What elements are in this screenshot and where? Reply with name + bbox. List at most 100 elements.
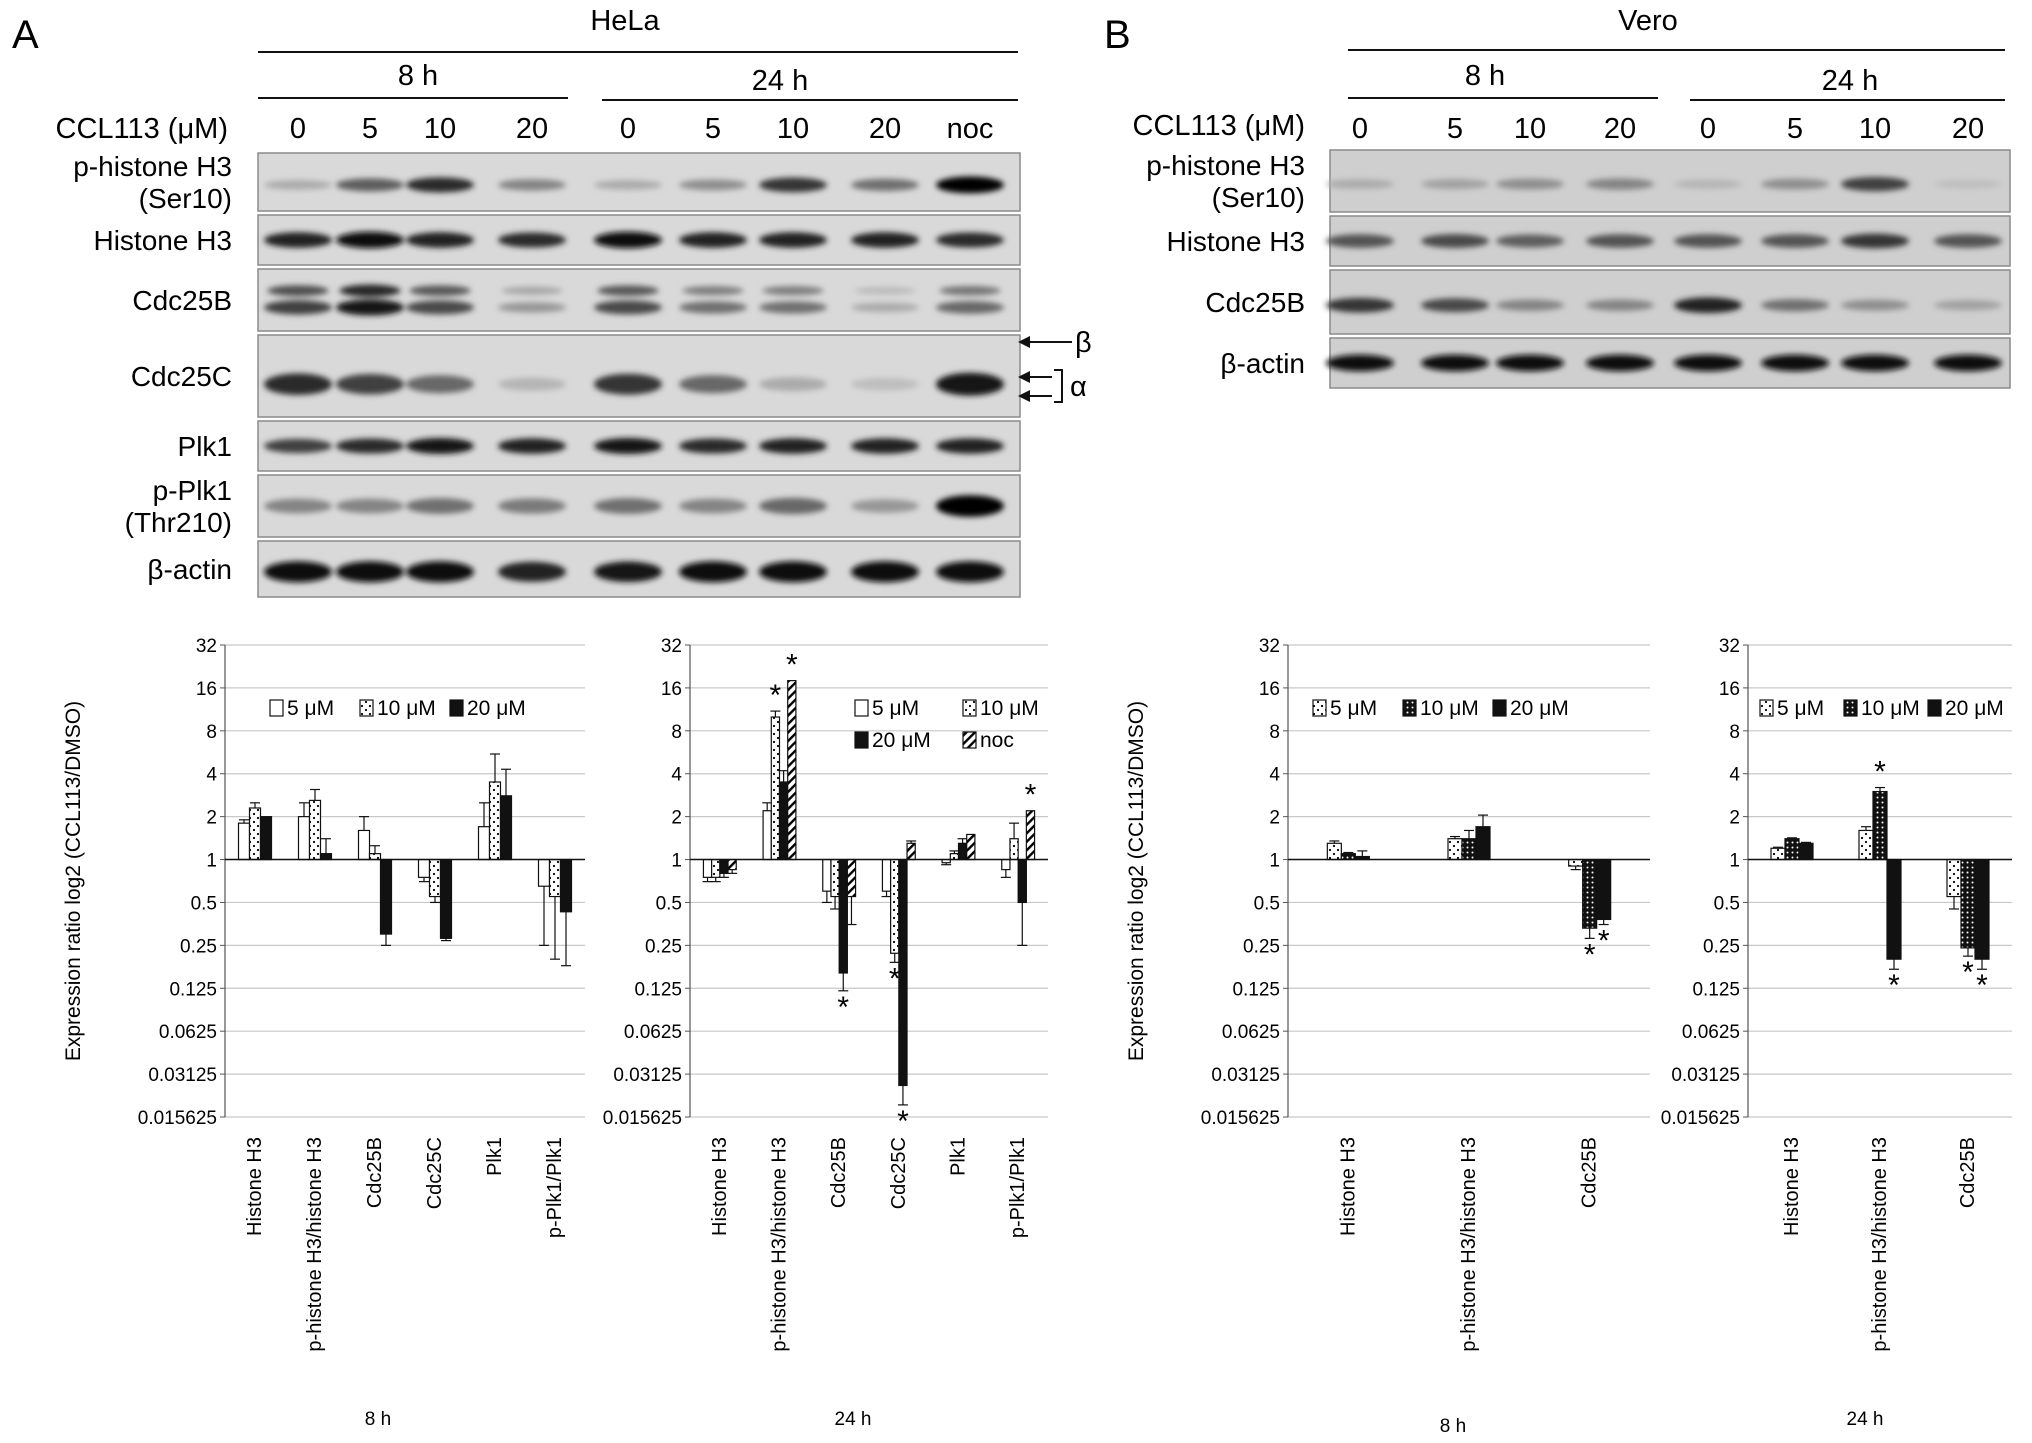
blot-bands	[264, 495, 1004, 517]
blot-a-actin: β-actin	[147, 540, 1021, 598]
blot-label: β-actin	[147, 554, 232, 585]
legend-swatch-noc	[962, 731, 977, 749]
blot-band	[759, 377, 827, 392]
y-tick-label: 0.125	[1692, 979, 1740, 1000]
blot-frame	[257, 268, 1021, 332]
category-label-p-histone-h3-histone-h3: p-histone H3/histone H3	[1458, 1137, 1480, 1352]
blot-band	[1761, 354, 1829, 372]
bar-10-m-cdc25c	[890, 858, 900, 954]
blot-a-plk1: Plk1	[178, 420, 1021, 472]
bar-5-m-histone-h3	[1770, 847, 1786, 861]
dose-label-a-8: noc	[947, 113, 994, 145]
y-tick-label: 0.03125	[148, 1065, 217, 1086]
charts: 32 16 8 4 2 1 0.5 0.25 0.125 0.0625 0.03125 0.01562…	[62, 636, 2012, 1437]
time-label-24h-b: 24 h	[1822, 65, 1878, 97]
y-tick-label: 0.0625	[1222, 1022, 1280, 1043]
dose-label-a-7: 20	[869, 113, 901, 145]
blot-band	[1841, 354, 1909, 372]
blot-band	[936, 372, 1004, 396]
x-axis-title: 8 h	[1440, 1416, 1466, 1437]
blot-band	[264, 300, 332, 315]
category-label-cdc25b: Cdc25B	[828, 1137, 850, 1208]
legend-swatch-5-m	[854, 699, 869, 717]
y-tick-label: 4	[1269, 765, 1280, 786]
bar-20-m-p-histone-h3-histone-h3	[1475, 826, 1491, 861]
blot-label: (Ser10)	[1212, 182, 1305, 213]
legend-swatch-20-m	[854, 731, 869, 749]
blot-a-p-histone-h3-ser10: p-histone H3(Ser10)	[73, 151, 1021, 214]
bar-20-m-cdc25b	[838, 858, 848, 974]
bar-20-m-histone-h3	[719, 858, 729, 874]
blot-label: (Ser10)	[139, 183, 232, 214]
bar-10-m-p-histone-h3-histone-h3	[770, 716, 781, 861]
legend-label-20-m: 20 μM	[872, 729, 931, 752]
y-tick-label: 8	[1729, 722, 1740, 743]
blot-bands	[1326, 233, 2002, 249]
blot-band	[406, 561, 474, 583]
bar-5-m-cdc25c	[881, 858, 892, 892]
beta-arrow-head	[1018, 336, 1030, 348]
bar-noc-cdc25c	[906, 842, 916, 861]
y-tick-label: 0.015625	[1201, 1108, 1280, 1129]
blot-bands	[264, 561, 1004, 583]
x-axis-title: 24 h	[1847, 1409, 1884, 1430]
y-tick-label: 0.015625	[603, 1108, 682, 1129]
bar-5-m-cdc25c	[417, 858, 431, 878]
blot-band	[1326, 297, 1394, 313]
alpha-bracket	[1054, 369, 1063, 403]
blot-band	[336, 231, 404, 249]
y-tick-label: 16	[1259, 679, 1280, 700]
bar-chart-3: 32 16 8 4 2 1 0.5 0.25 0.125 0.0625 0.03125 0.01562…	[1125, 636, 1650, 1437]
blot-a-histone-h3: Histone H3	[93, 214, 1021, 266]
legend-label-5-m: 5 μM	[1777, 697, 1824, 720]
blot-band	[339, 284, 401, 297]
y-tick-label: 32	[661, 636, 682, 657]
y-tick-label: 0.25	[180, 936, 217, 957]
y-tick-label: 4	[206, 765, 217, 786]
category-label-plk1: Plk1	[948, 1137, 970, 1176]
blot-b-p-histone-h3-ser10: p-histone H3(Ser10)	[1146, 149, 2011, 213]
blot-band	[1841, 299, 1909, 311]
beta-marker: β	[1075, 327, 1092, 359]
bar-noc-cdc25b	[846, 858, 857, 898]
blot-label: Cdc25B	[1205, 287, 1305, 318]
blot-band	[1934, 234, 2002, 248]
blot-band	[679, 438, 747, 454]
blot-band	[1326, 354, 1394, 372]
dose-label-a-1: 5	[362, 113, 378, 145]
significance-star: *	[1888, 969, 1900, 1002]
blot-band	[501, 286, 563, 295]
cdc25c-markers: β α	[1018, 327, 1092, 403]
y-tick-label: 0.0625	[624, 1022, 682, 1043]
alpha-arrow-lower-head	[1018, 390, 1030, 402]
dose-label-a-2: 10	[424, 113, 456, 145]
bar-20-m-p-histone-h3-histone-h3	[1886, 858, 1902, 960]
blot-band	[1674, 297, 1742, 313]
y-tick-label: 1	[1269, 851, 1280, 872]
blot-band	[936, 561, 1004, 583]
category-label-cdc25c: Cdc25C	[424, 1137, 446, 1209]
bar-10-m-p-plk1-plk1	[1009, 838, 1019, 861]
bar-5-m-cdc25b	[1568, 858, 1584, 867]
bar-5-m-p-histone-h3-histone-h3	[1858, 829, 1874, 861]
blot-band	[759, 561, 827, 583]
blot-band	[406, 375, 474, 394]
bar-10-m-histone-h3	[1340, 853, 1356, 861]
blot-b-cdc25b: Cdc25B	[1205, 269, 2011, 335]
blot-band	[759, 301, 827, 314]
blot-band	[264, 561, 332, 583]
category-label-p-plk1-plk1: p-Plk1/Plk1	[1007, 1137, 1029, 1238]
bar-5-m-p-histone-h3-histone-h3	[297, 816, 311, 861]
blot-band	[1496, 178, 1564, 190]
blot-bands	[1326, 297, 2002, 313]
blot-label: Cdc25B	[132, 285, 232, 316]
bar-20-m-cdc25b	[379, 858, 393, 935]
time-label-24h-a: 24 h	[752, 65, 808, 97]
y-tick-label: 0.03125	[1671, 1065, 1740, 1086]
category-label-histone-h3: Histone H3	[1337, 1137, 1359, 1236]
blot-a-cdc25b: Cdc25B	[132, 268, 1021, 332]
blot-band	[336, 299, 404, 316]
y-tick-label: 32	[196, 636, 217, 657]
bar-5-m-cdc25b	[822, 858, 832, 892]
blot-band	[1934, 354, 2002, 372]
